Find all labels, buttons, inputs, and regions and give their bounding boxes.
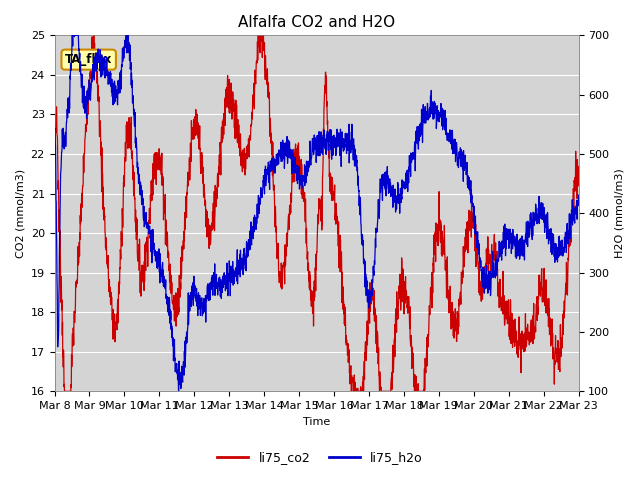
Legend: li75_co2, li75_h2o: li75_co2, li75_h2o xyxy=(212,446,428,469)
Y-axis label: CO2 (mmol/m3): CO2 (mmol/m3) xyxy=(15,169,25,258)
X-axis label: Time: Time xyxy=(303,417,330,427)
Text: TA_flux: TA_flux xyxy=(65,53,113,66)
Title: Alfalfa CO2 and H2O: Alfalfa CO2 and H2O xyxy=(238,15,395,30)
Y-axis label: H2O (mmol/m3): H2O (mmol/m3) xyxy=(615,168,625,258)
